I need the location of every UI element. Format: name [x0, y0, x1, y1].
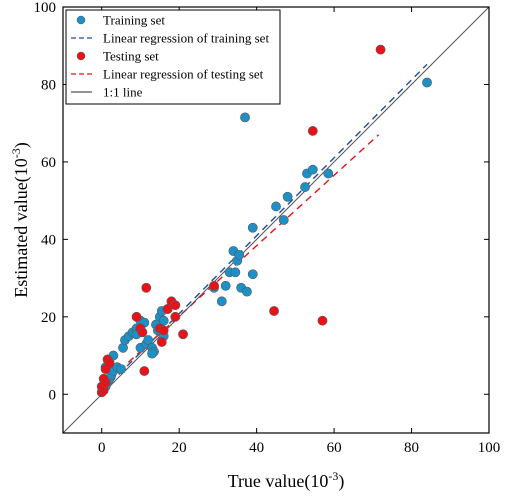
- testing-set-point: [137, 327, 148, 338]
- training-set-point: [242, 286, 252, 297]
- training-set-point: [247, 222, 258, 233]
- training-set-point: [282, 191, 293, 202]
- testing-set-point: [158, 325, 169, 336]
- testing-set-point: [178, 329, 188, 340]
- training-set-point: [271, 201, 281, 212]
- y-tick-label: 20: [41, 310, 56, 326]
- testing-set-point: [375, 44, 386, 55]
- 1-1-line-legend-label: 1:1 line: [103, 85, 143, 100]
- training-set-point: [278, 215, 289, 225]
- testing-set-point: [98, 373, 109, 384]
- training-set-point: [247, 269, 258, 280]
- training-set-point: [234, 249, 245, 260]
- y-tick-label: 40: [41, 232, 56, 248]
- training-set-point: [216, 296, 227, 307]
- testing-set-point: [104, 358, 115, 369]
- training-set-point: [422, 77, 432, 88]
- training-set-point: [158, 315, 169, 326]
- testing-set-point: [170, 311, 181, 322]
- training-set-legend-label: Training set: [103, 13, 165, 28]
- x-tick-label: 80: [404, 440, 419, 456]
- training-set-legend-marker: [76, 15, 86, 25]
- y-tick-label: 100: [34, 0, 57, 16]
- y-tick-label: 0: [49, 387, 57, 403]
- y-tick-label: 60: [41, 155, 56, 171]
- x-axis-label-main: True value(10: [228, 471, 329, 492]
- linear-regression-of-training-set-legend-label: Linear regression of training set: [103, 31, 269, 46]
- training-set-point: [323, 168, 334, 179]
- x-tick-label: 20: [172, 440, 187, 456]
- x-axis-label-close: ): [338, 471, 344, 492]
- legend: Training set Linear regression of trainin…: [65, 9, 281, 105]
- testing-set-point: [307, 126, 318, 136]
- x-tick-label: 60: [327, 440, 342, 456]
- testing-set-point: [139, 366, 150, 376]
- axis-ticks: 0 20 40 60 80 100 0 20 40 60 80 100: [34, 0, 501, 456]
- training-set-point: [147, 348, 157, 359]
- testing-set-point: [156, 337, 167, 347]
- x-tick-label: 0: [98, 440, 106, 456]
- legend-box: [65, 9, 281, 105]
- y-axis-label-close: ): [11, 142, 32, 148]
- testing-set-legend-marker: [76, 51, 86, 61]
- testing-set-point: [209, 280, 219, 291]
- training-set-point: [143, 335, 154, 345]
- y-axis-label: Estimated value(10-3): [9, 142, 32, 297]
- training-set-point: [307, 164, 318, 175]
- x-axis-label-exponent: -3: [328, 469, 338, 483]
- x-axis-label: True value(10-3): [228, 469, 345, 492]
- y-tick-label: 80: [41, 77, 56, 93]
- testing-set-point: [162, 304, 173, 314]
- testing-set-point: [141, 282, 152, 293]
- testing-set-legend-label: Testing set: [103, 49, 159, 64]
- testing-set-point: [269, 306, 279, 316]
- x-tick-label: 40: [249, 440, 264, 456]
- x-tick-label: 100: [478, 440, 501, 456]
- testing-set-point: [131, 311, 142, 322]
- training-set-point: [240, 112, 250, 123]
- training-set-point: [230, 267, 241, 278]
- training-set-point: [220, 280, 231, 291]
- testing-set-point: [170, 300, 181, 311]
- plot-marks: [63, 7, 489, 433]
- 1-1-line-line: [63, 7, 489, 433]
- testing-set-point: [317, 315, 328, 326]
- y-axis-label-exponent: -3: [9, 148, 23, 158]
- training-set-point: [300, 182, 310, 192]
- y-axis-label-main: Estimated value(10: [11, 158, 32, 297]
- linear-regression-of-testing-set-legend-label: Linear regression of testing set: [103, 67, 264, 82]
- plot-frame: [62, 6, 490, 434]
- training-set-point: [116, 364, 126, 374]
